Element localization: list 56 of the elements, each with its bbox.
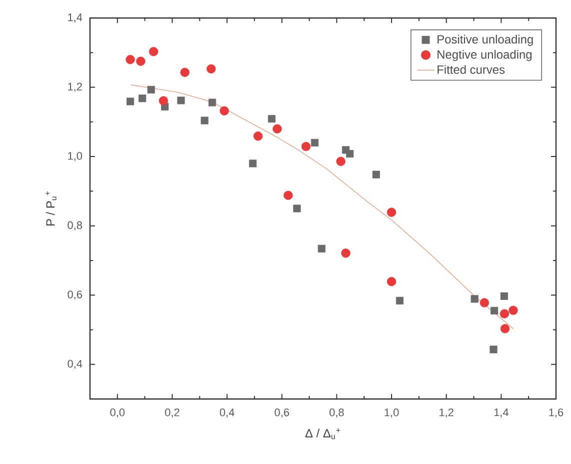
y-tick-label: 1,4 [68, 14, 82, 22]
point [253, 132, 263, 141]
x-tick-label: 0,6 [274, 408, 290, 418]
y-tick-label: 0,8 [68, 221, 82, 230]
x-tick-label: 1,4 [494, 408, 508, 418]
point [136, 56, 146, 66]
point [310, 138, 319, 146]
point [293, 204, 301, 212]
point [208, 98, 216, 106]
x-tick-label: 1,6 [549, 408, 564, 418]
point [341, 248, 350, 258]
point [396, 296, 404, 304]
point [177, 96, 185, 104]
line-series [130, 84, 514, 330]
point [149, 47, 158, 56]
x-tick-label: 0,2 [165, 408, 180, 418]
legend-label: Negtive unloading [438, 50, 532, 62]
point [126, 54, 135, 64]
x-tick-label: 0,0 [110, 408, 125, 418]
point [301, 142, 311, 152]
point [147, 86, 155, 94]
x-tick-label: 0,8 [330, 408, 344, 418]
point [386, 208, 396, 217]
point [336, 156, 346, 166]
point [138, 94, 146, 102]
point [500, 292, 508, 300]
point [206, 64, 216, 74]
y-tick-label: 0,6 [68, 290, 82, 300]
point [284, 190, 293, 200]
point [500, 309, 510, 318]
point [372, 170, 380, 178]
legend-label: Positive unloading [438, 34, 533, 46]
point [249, 160, 257, 168]
legend-label: Fitted curves [438, 65, 505, 74]
point [508, 306, 518, 315]
x-tick-label: 1,0 [384, 408, 399, 418]
point [480, 298, 490, 308]
point [272, 124, 282, 134]
y-tick-label: 0,4 [68, 360, 82, 369]
y-tick-label: 1,0 [68, 152, 82, 162]
point [200, 116, 208, 124]
point [318, 244, 326, 252]
x-tick-label: 1,2 [440, 408, 454, 418]
point [490, 306, 498, 314]
point [180, 68, 190, 77]
point [490, 346, 498, 354]
point [126, 98, 134, 106]
point [470, 295, 478, 303]
point [500, 324, 510, 334]
x-tick-label: 0,4 [220, 408, 234, 418]
y-tick-label: 1,2 [68, 82, 82, 92]
point [220, 106, 229, 116]
point [386, 276, 396, 286]
point [268, 115, 276, 123]
point [346, 150, 354, 158]
point [158, 96, 168, 106]
